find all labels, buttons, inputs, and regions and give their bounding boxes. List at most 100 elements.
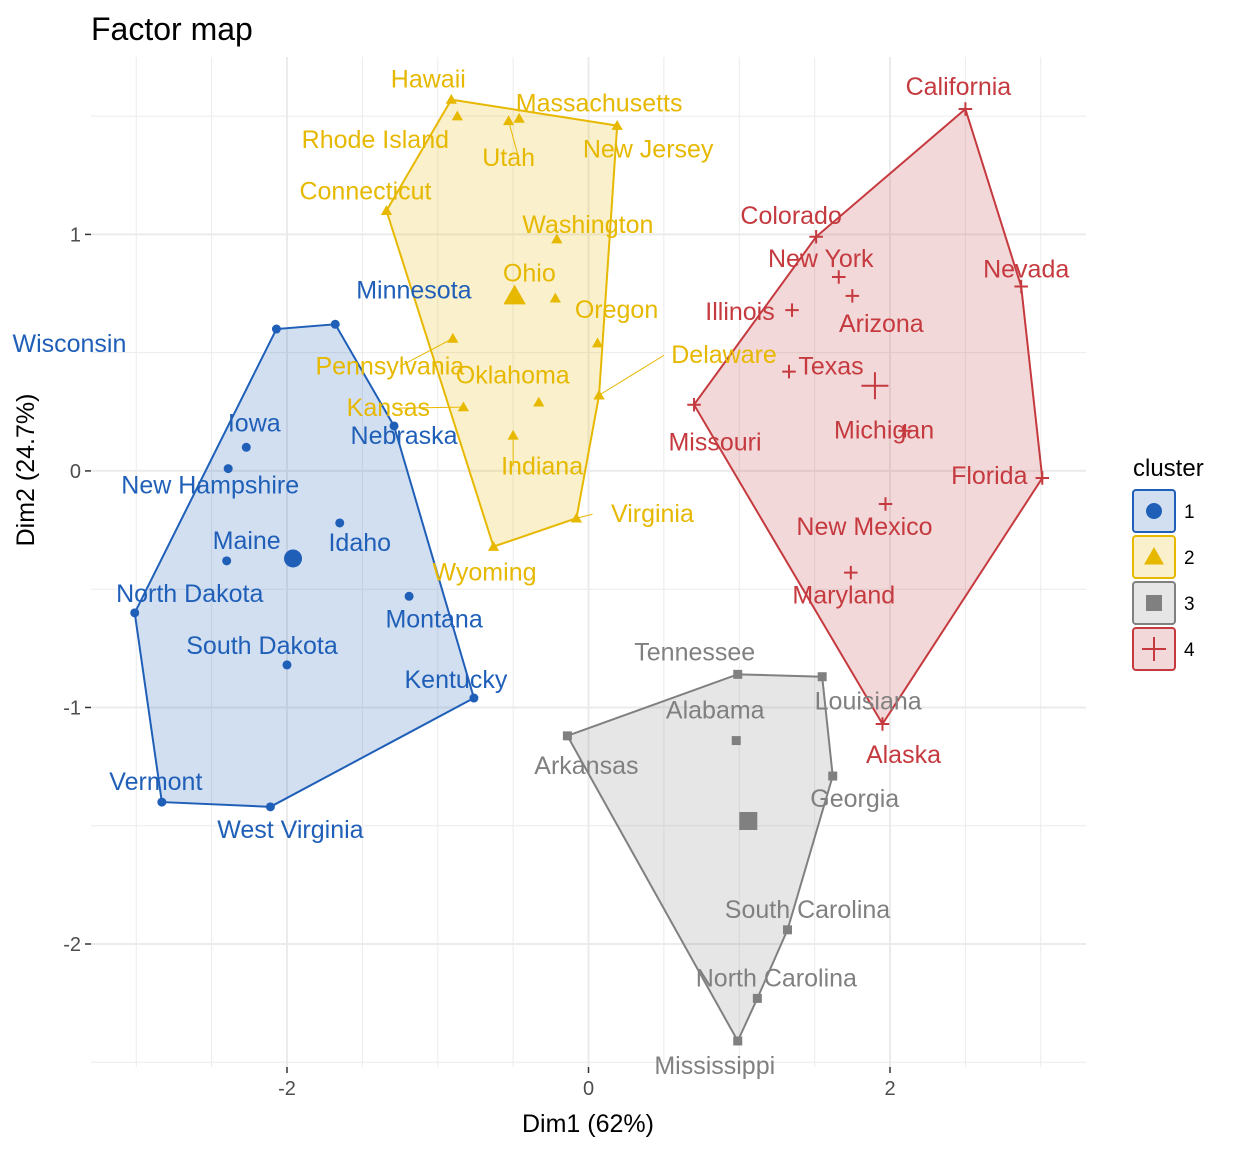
data-point — [513, 112, 525, 123]
data-point — [223, 464, 233, 474]
label-leader-line — [399, 338, 454, 367]
legend-marker-2 — [1144, 547, 1164, 565]
point-label: Iowa — [228, 409, 281, 437]
data-point — [241, 442, 251, 452]
point-label: New York — [768, 245, 874, 273]
data-point — [330, 319, 340, 329]
point-label: Arkansas — [534, 752, 638, 780]
point-label: Oklahoma — [456, 361, 570, 389]
point-label: New Jersey — [583, 136, 714, 164]
legend-marker-4 — [1142, 637, 1166, 661]
data-point — [958, 102, 973, 116]
point-label: Nebraska — [351, 422, 458, 450]
data-point — [785, 303, 799, 317]
legend-label-3: 3 — [1184, 594, 1195, 615]
cluster-3-centroid — [739, 812, 758, 831]
data-point — [404, 591, 414, 601]
point-label: California — [906, 73, 1012, 101]
data-point — [551, 233, 563, 244]
data-point — [591, 337, 604, 348]
point-label: Missouri — [668, 429, 761, 457]
data-point — [733, 669, 743, 679]
point-label: Montana — [385, 605, 482, 633]
point-label: Massachusetts — [516, 89, 683, 117]
point-label: New Hampshire — [121, 472, 299, 500]
data-point — [898, 423, 912, 438]
data-point — [832, 270, 846, 284]
data-point — [562, 731, 572, 741]
data-point — [570, 512, 583, 523]
data-point — [380, 205, 393, 215]
point-label: Tennessee — [634, 638, 755, 666]
data-point — [817, 672, 827, 682]
point-label: Texas — [798, 353, 863, 381]
point-label: Mississippi — [654, 1052, 775, 1080]
point-label: Virginia — [611, 500, 694, 528]
legend-marker-3 — [1146, 595, 1162, 611]
data-point — [533, 396, 545, 407]
data-point — [157, 797, 167, 807]
cluster-3-hull — [565, 673, 834, 1044]
point-label: Alabama — [666, 697, 765, 725]
point-label: Arizona — [839, 310, 924, 338]
data-point — [593, 389, 605, 400]
chart-title: Factor map — [91, 11, 253, 47]
y-axis-title: Dim2 (24.7%) — [12, 394, 40, 547]
point-label: Minnesota — [356, 276, 471, 304]
data-point — [549, 292, 561, 303]
data-point — [733, 1036, 743, 1046]
cluster-centroids — [284, 284, 889, 831]
cluster-hulls — [133, 98, 1044, 1044]
data-points — [130, 93, 1050, 1046]
point-label: Vermont — [109, 768, 202, 796]
legend-title: cluster — [1133, 455, 1204, 482]
x-tick-label: 0 — [583, 1078, 594, 1100]
point-label: Georgia — [810, 785, 899, 813]
legend-label-1: 1 — [1184, 502, 1195, 523]
data-point — [457, 401, 469, 412]
y-tick-label: -1 — [63, 697, 81, 719]
grid — [91, 57, 1086, 1067]
y-tick-label: -2 — [63, 934, 81, 956]
point-label: Oregon — [575, 296, 658, 324]
legend-label-4: 4 — [1184, 640, 1195, 661]
point-label: Wisconsin — [12, 330, 126, 358]
y-tick-label: 1 — [70, 224, 81, 246]
label-leader-line — [576, 513, 593, 519]
point-label: North Dakota — [116, 580, 263, 608]
point-label: Utah — [482, 144, 535, 172]
point-label: Idaho — [328, 529, 391, 557]
data-point — [222, 556, 232, 566]
data-point — [844, 565, 858, 580]
data-point — [335, 518, 345, 528]
cluster-1-centroid — [284, 549, 303, 568]
point-label: Michigan — [834, 417, 934, 445]
point-label: Pennsylvania — [315, 352, 464, 380]
data-point — [845, 289, 860, 303]
data-point — [469, 693, 479, 703]
label-leader-line — [398, 406, 464, 409]
data-point — [687, 397, 701, 412]
data-point — [809, 230, 823, 244]
data-point — [282, 660, 292, 670]
cluster-4-centroid — [861, 372, 889, 400]
data-point — [1035, 471, 1050, 485]
point-label: Alaska — [866, 741, 941, 769]
point-label: Washington — [522, 211, 653, 239]
x-axis-title: Dim1 (62%) — [522, 1110, 654, 1138]
data-point — [487, 541, 500, 551]
data-point — [783, 925, 792, 935]
point-label: Hawaii — [391, 66, 466, 94]
point-label: New Mexico — [796, 513, 932, 541]
point-label: Maine — [213, 527, 281, 555]
data-point — [875, 717, 890, 731]
x-tick-label: 2 — [884, 1078, 895, 1100]
y-tick-label: 0 — [70, 461, 81, 483]
data-point — [130, 608, 140, 618]
point-label: Kentucky — [405, 666, 508, 694]
data-point — [507, 429, 519, 440]
data-point — [878, 497, 893, 511]
label-leader-line — [508, 120, 520, 158]
